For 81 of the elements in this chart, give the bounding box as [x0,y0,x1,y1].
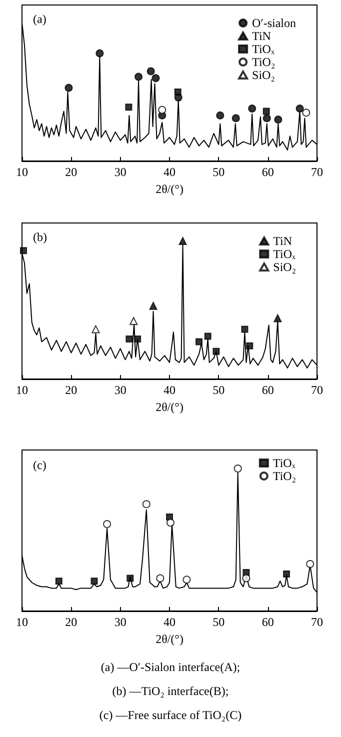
x-tick-label: 40 [164,615,176,629]
point [149,302,158,310]
point [241,326,248,333]
x-tick-label: 40 [164,165,176,179]
point [103,520,112,528]
point [142,500,150,508]
x-tick-label: 40 [164,383,176,397]
x-tick-label: 30 [114,383,126,397]
point [130,317,138,326]
point [274,116,282,124]
point [216,111,224,120]
legend-label: O′-sialon [252,16,296,30]
point [232,114,240,122]
legend-label: TiOₓ [252,42,275,56]
point [262,108,270,115]
point [306,560,314,568]
point [212,348,220,355]
x-axis-title: 2θ/(°) [156,182,184,196]
x-tick-label: 60 [262,383,274,397]
x-tick-label: 20 [65,615,78,629]
legend-label: TiN [273,234,292,248]
point [152,74,160,82]
x-tick-label: 20 [65,165,78,179]
x-tick-label: 20 [65,383,78,397]
x-axis-title: 2θ/(°) [156,632,184,646]
text: (b) —TiO₂ interface(B); [111,683,230,700]
point [178,236,187,245]
point [126,574,134,582]
legend-label: SiO₂ [273,260,296,274]
text: (c) —Free surface of TiO₂(C) [98,707,243,724]
x-tick-label: 50 [212,383,225,397]
point [125,104,132,111]
point [242,574,250,582]
point [156,574,164,582]
point [274,314,282,322]
point [64,84,73,92]
x-tick-label: 60 [262,615,274,629]
point [126,335,133,342]
point [20,247,27,254]
point [246,342,254,350]
chart-title: (a) [33,12,46,26]
chart-title: (c) [33,458,46,472]
point [134,72,143,81]
point [174,88,182,96]
chart-title: (b) [33,230,47,244]
x-tick-label: 70 [311,383,323,397]
point [90,578,98,585]
legend-label: TiO₂ [272,469,296,483]
point [182,576,191,584]
point [296,104,304,113]
point [204,332,212,340]
point [262,114,271,122]
x-axis-title: 2θ/(°) [156,400,184,414]
legend-label: TiO₂ [252,55,276,69]
x-tick-label: 50 [212,615,225,629]
legend-label: TiOₓ [273,247,296,261]
point [96,49,104,58]
point [196,338,202,346]
point [283,570,290,578]
x-tick-label: 30 [114,165,126,179]
point [166,518,174,527]
x-tick-label: 30 [114,615,126,629]
point [134,335,142,342]
point [248,104,256,113]
x-tick-label: 50 [212,165,225,179]
x-tick-label: 10 [16,383,28,397]
legend-label: TiN [252,29,272,43]
legend-label: SiO₂ [252,68,275,82]
point [234,464,242,473]
x-tick-label: 70 [311,165,323,179]
x-tick-label: 60 [262,165,274,179]
legend-label: TiOₓ [272,456,296,470]
x-tick-label: 10 [16,165,28,179]
x-tick-label: 70 [311,615,323,629]
point [92,325,100,334]
text: (a) —O′-Sialon interface(A); [100,659,242,676]
point [55,578,62,585]
x-tick-label: 10 [16,615,28,629]
point [158,106,166,114]
point [146,67,155,76]
point [302,108,310,117]
